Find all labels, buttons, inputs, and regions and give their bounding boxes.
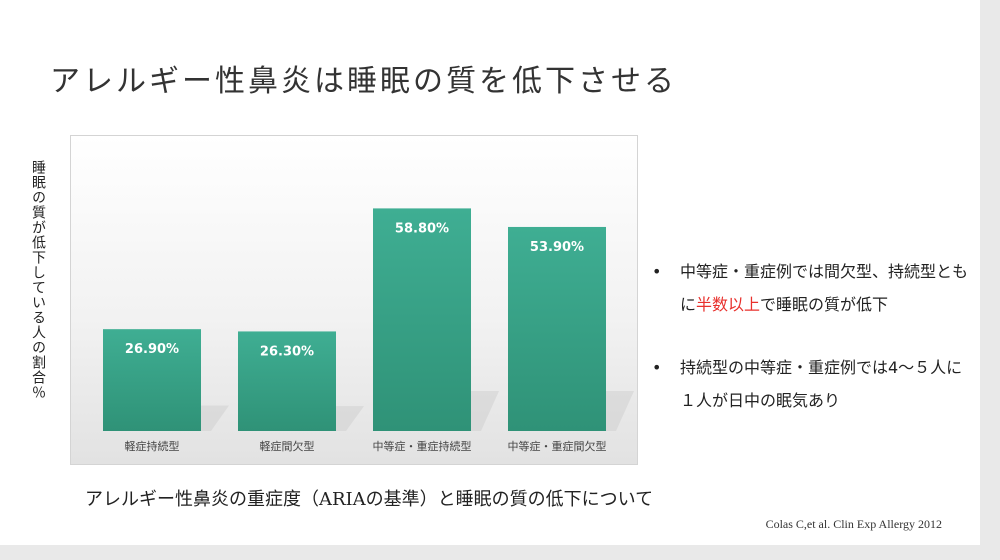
y-axis-label: 睡眠の質が低下している人の割合％ [30, 160, 46, 400]
bar-value-label: 58.80% [395, 221, 449, 236]
bar-value-label: 26.90% [125, 342, 179, 357]
bar-shadow [471, 391, 499, 431]
category-label: 軽症持続型 [125, 439, 180, 453]
bars [103, 208, 606, 431]
bar-shadow [606, 391, 634, 431]
bar-chart: 26.90% 26.30% 58.80% 53.90% 軽症持続型 軽症間欠型 中等症・重… [71, 136, 637, 464]
bar [373, 208, 471, 431]
bar-shadow [201, 405, 229, 431]
chart-frame: 26.90% 26.30% 58.80% 53.90% 軽症持続型 軽症間欠型 中等症・重… [70, 135, 638, 465]
bullet-item: 持続型の中等症・重症例では4～５人に１人が日中の眠気あり [652, 351, 972, 417]
bullet-list: 中等症・重症例では間欠型、持続型ともに半数以上で睡眠の質が低下 持続型の中等症・… [652, 255, 972, 447]
citation: Colas C,et al. Clin Exp Allergy 2012 [765, 517, 942, 531]
chart-caption: アレルギー性鼻炎の重症度（ARIAの基準）と睡眠の質の低下について [85, 489, 654, 510]
bullet-text: で睡眠の質が低下 [760, 295, 889, 314]
value-labels: 26.90% 26.30% 58.80% 53.90% [125, 221, 584, 359]
bar-shadows [201, 391, 634, 431]
bullet-text: 中等症・重症例では間欠型、持続型ともに [680, 262, 969, 314]
bar-value-label: 53.90% [530, 240, 584, 255]
bullet-item: 中等症・重症例では間欠型、持続型ともに半数以上で睡眠の質が低下 [652, 255, 972, 321]
bullet-text: 持続型の中等症・重症例では4～５人に１人が日中の眠気あり [680, 358, 963, 410]
category-label: 軽症間欠型 [260, 439, 315, 453]
bar-value-label: 26.30% [260, 344, 314, 359]
bar-shadow [336, 406, 364, 431]
slide-title: アレルギー性鼻炎は睡眠の質を低下させる [50, 64, 677, 99]
slide: アレルギー性鼻炎は睡眠の質を低下させる 睡眠の質が低下している人の割合％ 26.… [0, 0, 980, 545]
category-label: 中等症・重症持続型 [373, 439, 472, 453]
bullet-highlight: 半数以上 [696, 295, 761, 314]
category-label: 中等症・重症間欠型 [508, 439, 607, 453]
category-labels: 軽症持続型 軽症間欠型 中等症・重症持続型 中等症・重症間欠型 [125, 439, 607, 453]
bar [508, 226, 606, 431]
bar [238, 331, 336, 431]
bar [103, 329, 201, 431]
